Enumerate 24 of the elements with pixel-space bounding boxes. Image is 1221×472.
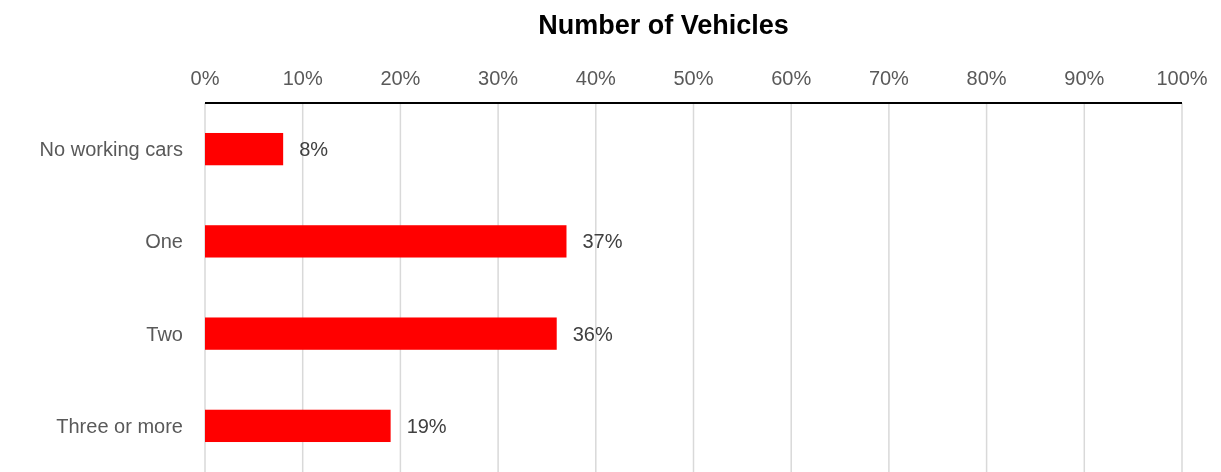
x-tick-label: 20% bbox=[380, 67, 421, 89]
y-tick-label: Three or more bbox=[56, 414, 183, 437]
data-label: 37% bbox=[582, 230, 623, 253]
y-tick-label: No working cars bbox=[39, 138, 183, 161]
x-tick-label: 10% bbox=[282, 67, 323, 89]
x-tick-label: 0% bbox=[190, 67, 220, 89]
data-label: 8% bbox=[299, 138, 329, 161]
bar bbox=[205, 317, 557, 350]
data-label: 36% bbox=[572, 322, 613, 345]
x-tick-label: 80% bbox=[966, 67, 1007, 89]
y-tick-label: Two bbox=[146, 322, 183, 345]
chart-title: Number of Vehicles bbox=[538, 10, 789, 41]
x-tick-label: 50% bbox=[673, 67, 714, 89]
bar bbox=[205, 225, 567, 258]
x-tick-label: 100% bbox=[1156, 67, 1208, 89]
x-tick-label: 90% bbox=[1064, 67, 1105, 89]
x-tick-label: 60% bbox=[771, 67, 812, 89]
x-tick-label: 30% bbox=[478, 67, 519, 89]
y-tick-label: One bbox=[145, 230, 183, 253]
x-tick-label: 40% bbox=[575, 67, 617, 89]
data-label: 19% bbox=[406, 414, 447, 437]
x-tick-label: 70% bbox=[868, 67, 910, 89]
bar bbox=[205, 409, 391, 443]
bar bbox=[205, 132, 284, 166]
